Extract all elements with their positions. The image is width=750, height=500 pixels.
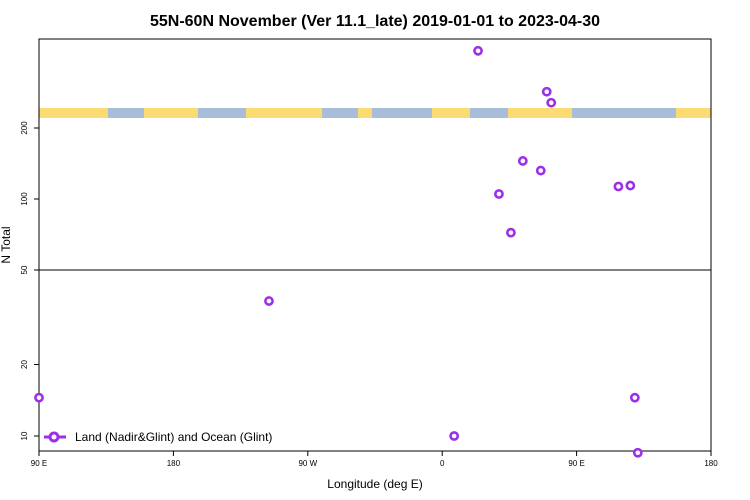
map-strip-segment-land (676, 108, 711, 118)
data-points (34, 45, 643, 458)
data-point (264, 296, 274, 306)
x-tick-label: 90 W (298, 459, 317, 468)
x-tick-label: 90 E (31, 459, 47, 468)
chart-title: 55N-60N November (Ver 11.1_late) 2019-01… (150, 13, 600, 30)
data-point (632, 447, 643, 458)
map-strip-segment-land (39, 108, 108, 118)
y-tick-label: 200 (20, 121, 29, 135)
legend: Land (Nadir&Glint) and Ocean (Glint) (44, 430, 272, 444)
y-tick-label: 10 (20, 431, 29, 440)
map-strip-segment-ocean (470, 108, 508, 118)
data-point (613, 181, 624, 192)
y-tick-label: 100 (20, 192, 29, 206)
map-strip-segment-land (144, 108, 198, 118)
legend-swatch-marker (48, 431, 60, 443)
map-strip-segment-ocean (372, 108, 432, 118)
map-strip-segment-ocean (108, 108, 144, 118)
data-point (505, 227, 516, 238)
data-point (34, 392, 44, 403)
legend-label: Land (Nadir&Glint) and Ocean (Glint) (75, 430, 272, 444)
map-strip-segment-ocean (198, 108, 246, 118)
map-strip-segment-ocean (322, 108, 358, 118)
x-tick-label: 0 (440, 459, 445, 468)
x-axis-label: Longitude (deg E) (327, 477, 422, 491)
map-strip-segment-ocean (572, 108, 676, 118)
data-point (494, 189, 504, 199)
map-strip-segment-land (358, 108, 372, 118)
data-point (517, 156, 528, 166)
y-tick-label: 20 (20, 360, 29, 369)
x-axis: 90 E 180 90 W 0 90 E 180 (31, 451, 718, 468)
map-strip (39, 108, 711, 118)
x-tick-label: 180 (704, 459, 718, 468)
y-axis: 10 20 50 100 200 (20, 121, 39, 440)
map-strip-segment-land (246, 108, 322, 118)
data-point (629, 392, 640, 403)
y-tick-label: 50 (20, 265, 29, 274)
x-tick-label: 180 (167, 459, 181, 468)
data-point (546, 97, 557, 108)
plot-frame (38, 38, 712, 452)
data-point (541, 86, 552, 97)
data-point (625, 180, 636, 191)
x-tick-label: 90 E (568, 459, 584, 468)
data-point (449, 431, 460, 441)
y-axis-label: N Total (0, 226, 13, 263)
data-point (473, 45, 483, 56)
data-point (535, 165, 546, 176)
map-strip-segment-land (508, 108, 572, 118)
map-strip-segment-land (432, 108, 470, 118)
